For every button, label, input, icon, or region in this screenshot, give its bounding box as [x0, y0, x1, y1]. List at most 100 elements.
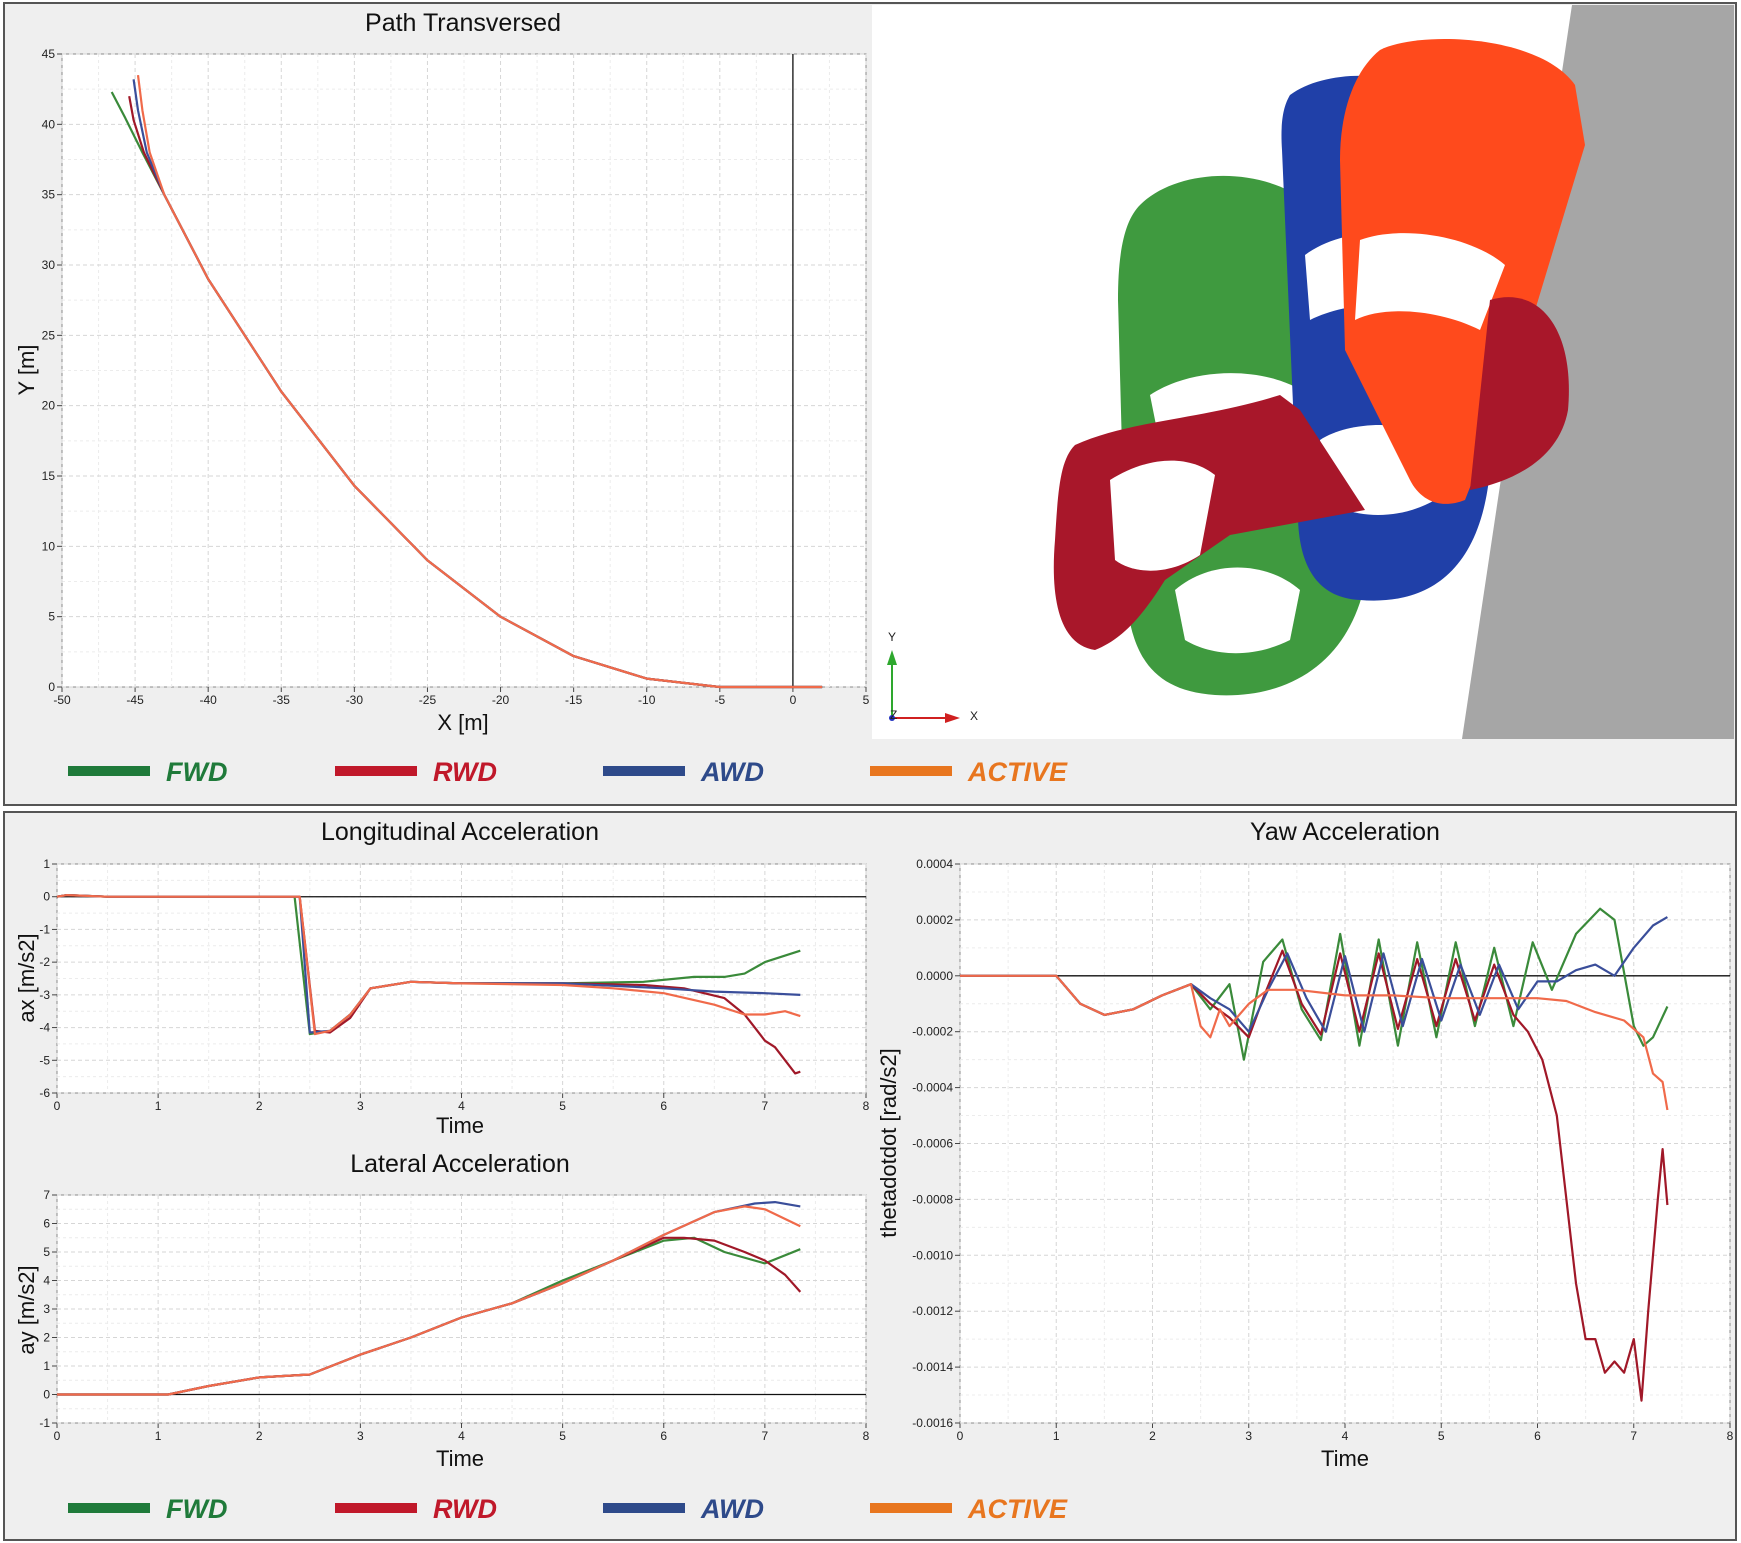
legend-label-rwd: RWD: [433, 1494, 497, 1524]
triad-z-label: Z: [890, 708, 897, 722]
y-tick-label: 40: [42, 117, 56, 131]
wall-surface: [1462, 5, 1734, 739]
x-tick-label: 4: [458, 1429, 465, 1443]
y-tick-label: 1: [43, 1359, 50, 1373]
y-tick-label: -0.0016: [912, 1416, 953, 1430]
y-tick-label: 4: [43, 1274, 50, 1288]
y-tick-label: 35: [42, 188, 56, 202]
legend-label-awd: AWD: [700, 1494, 764, 1524]
y-tick-label: 10: [42, 539, 56, 553]
y-tick-label: -0.0014: [912, 1360, 953, 1374]
y-tick-label: -2: [39, 955, 50, 969]
x-tick-label: 2: [256, 1429, 263, 1443]
x-axis-label: X [m]: [437, 710, 488, 735]
y-tick-label: 25: [42, 328, 56, 342]
series-line-active: [960, 974, 1669, 1111]
y-tick-label: -4: [39, 1021, 50, 1035]
x-tick-label: -45: [126, 693, 144, 707]
x-tick-label: -40: [200, 693, 218, 707]
x-tick-label: -15: [565, 693, 583, 707]
legend-swatch-active: [870, 766, 952, 776]
x-tick-label: 0: [54, 1099, 61, 1113]
x-axis-label: Time: [436, 1446, 484, 1471]
x-tick-label: 4: [1342, 1429, 1349, 1443]
y-tick-label: 0.0000: [916, 969, 953, 983]
yaw-chart: 0 1 2 3 4 5 6 7 8 -0.0016 -0.0014 -0.0012 -0.0010 -0.…: [872, 814, 1734, 1476]
y-tick-label: 5: [48, 610, 55, 624]
series-line-active: [136, 74, 823, 689]
x-tick-label: 7: [762, 1099, 769, 1113]
legend-swatch-active: [870, 1503, 952, 1513]
series-line-active: [57, 1205, 801, 1396]
car-rwd-render: [1053, 297, 1569, 650]
legend-swatch-awd: [603, 1503, 685, 1513]
x-tick-label: 6: [660, 1099, 667, 1113]
legend-label-rwd: RWD: [433, 757, 497, 787]
chart-title: Longitudinal Acceleration: [321, 818, 599, 846]
y-tick-label: 0: [43, 1388, 50, 1402]
x-tick-label: 8: [863, 1099, 870, 1113]
y-tick-label: 6: [43, 1217, 50, 1231]
x-tick-label: 1: [1053, 1429, 1060, 1443]
y-tick-label: 7: [43, 1188, 50, 1202]
x-tick-label: 6: [660, 1429, 667, 1443]
longitudinal-chart: 0 1 2 3 4 5 6 7 8 -6 -5 -4 -3 -2 -1 0 1 Longitudinal Acce…: [6, 814, 872, 1144]
legend-swatch-awd: [603, 766, 685, 776]
y-tick-label: -0.0004: [912, 1081, 953, 1095]
triad-x-label: X: [970, 709, 978, 723]
legend-bottom: FWD RWD AWD ACTIVE: [68, 1494, 1068, 1524]
legend-label-awd: AWD: [700, 757, 764, 787]
x-tick-label: 0: [957, 1429, 964, 1443]
chart-title: Path Transversed: [365, 9, 561, 37]
y-tick-label: 5: [43, 1245, 50, 1259]
y-tick-label: 0: [48, 680, 55, 694]
legend-swatch-fwd: [68, 1503, 150, 1513]
x-tick-label: 2: [1149, 1429, 1156, 1443]
y-tick-label: -6: [39, 1086, 50, 1100]
x-tick-label: 6: [1534, 1429, 1541, 1443]
y-tick-label: -0.0008: [912, 1192, 953, 1206]
x-tick-label: 8: [1727, 1429, 1734, 1443]
y-tick-label: -1: [39, 1416, 50, 1430]
y-tick-label: 0: [43, 890, 50, 904]
x-tick-label: 3: [357, 1429, 364, 1443]
x-tick-label: 5: [559, 1099, 566, 1113]
lateral-chart: 0 1 2 3 4 5 6 7 8 -1 0 1 2 3 4 5 6 7 Lateral Acceleration T…: [6, 1144, 872, 1476]
x-tick-label: 8: [863, 1429, 870, 1443]
x-tick-label: -5: [714, 693, 725, 707]
y-tick-label: 45: [42, 47, 56, 61]
x-tick-label: -25: [419, 693, 437, 707]
y-axis-label: ay [m/s2]: [14, 1265, 39, 1354]
x-tick-label: -10: [638, 693, 656, 707]
coordinate-triad: Y Z X: [887, 630, 978, 723]
y-tick-label: -3: [39, 988, 50, 1002]
y-tick-label: 0.0004: [916, 857, 953, 871]
y-tick-label: 2: [43, 1331, 50, 1345]
x-tick-label: 4: [458, 1099, 465, 1113]
x-tick-label: 1: [155, 1429, 162, 1443]
y-tick-label: -0.0006: [912, 1137, 953, 1151]
chart-title: Yaw Acceleration: [1250, 818, 1440, 846]
series-line-active: [56, 893, 801, 1036]
legend-label-active: ACTIVE: [967, 757, 1068, 787]
y-axis-label: Y [m]: [14, 345, 39, 396]
legend-label-fwd: FWD: [166, 757, 227, 787]
legend-swatch-rwd: [335, 1503, 417, 1513]
y-tick-label: 1: [43, 857, 50, 871]
x-tick-label: 3: [1245, 1429, 1252, 1443]
x-tick-label: 5: [1438, 1429, 1445, 1443]
chart-title: Lateral Acceleration: [350, 1150, 570, 1178]
car-active-render: [1340, 39, 1585, 504]
x-tick-label: 7: [762, 1429, 769, 1443]
y-tick-label: 15: [42, 469, 56, 483]
triad-y-label: Y: [888, 630, 896, 644]
y-tick-label: -0.0012: [912, 1304, 953, 1318]
x-tick-label: 1: [155, 1099, 162, 1113]
x-tick-label: -30: [346, 693, 364, 707]
x-tick-label: 0: [54, 1429, 61, 1443]
legend-swatch-fwd: [68, 766, 150, 776]
x-tick-label: 3: [357, 1099, 364, 1113]
x-tick-label: 2: [256, 1099, 263, 1113]
x-tick-label: 0: [790, 693, 797, 707]
y-tick-label: -1: [39, 922, 50, 936]
